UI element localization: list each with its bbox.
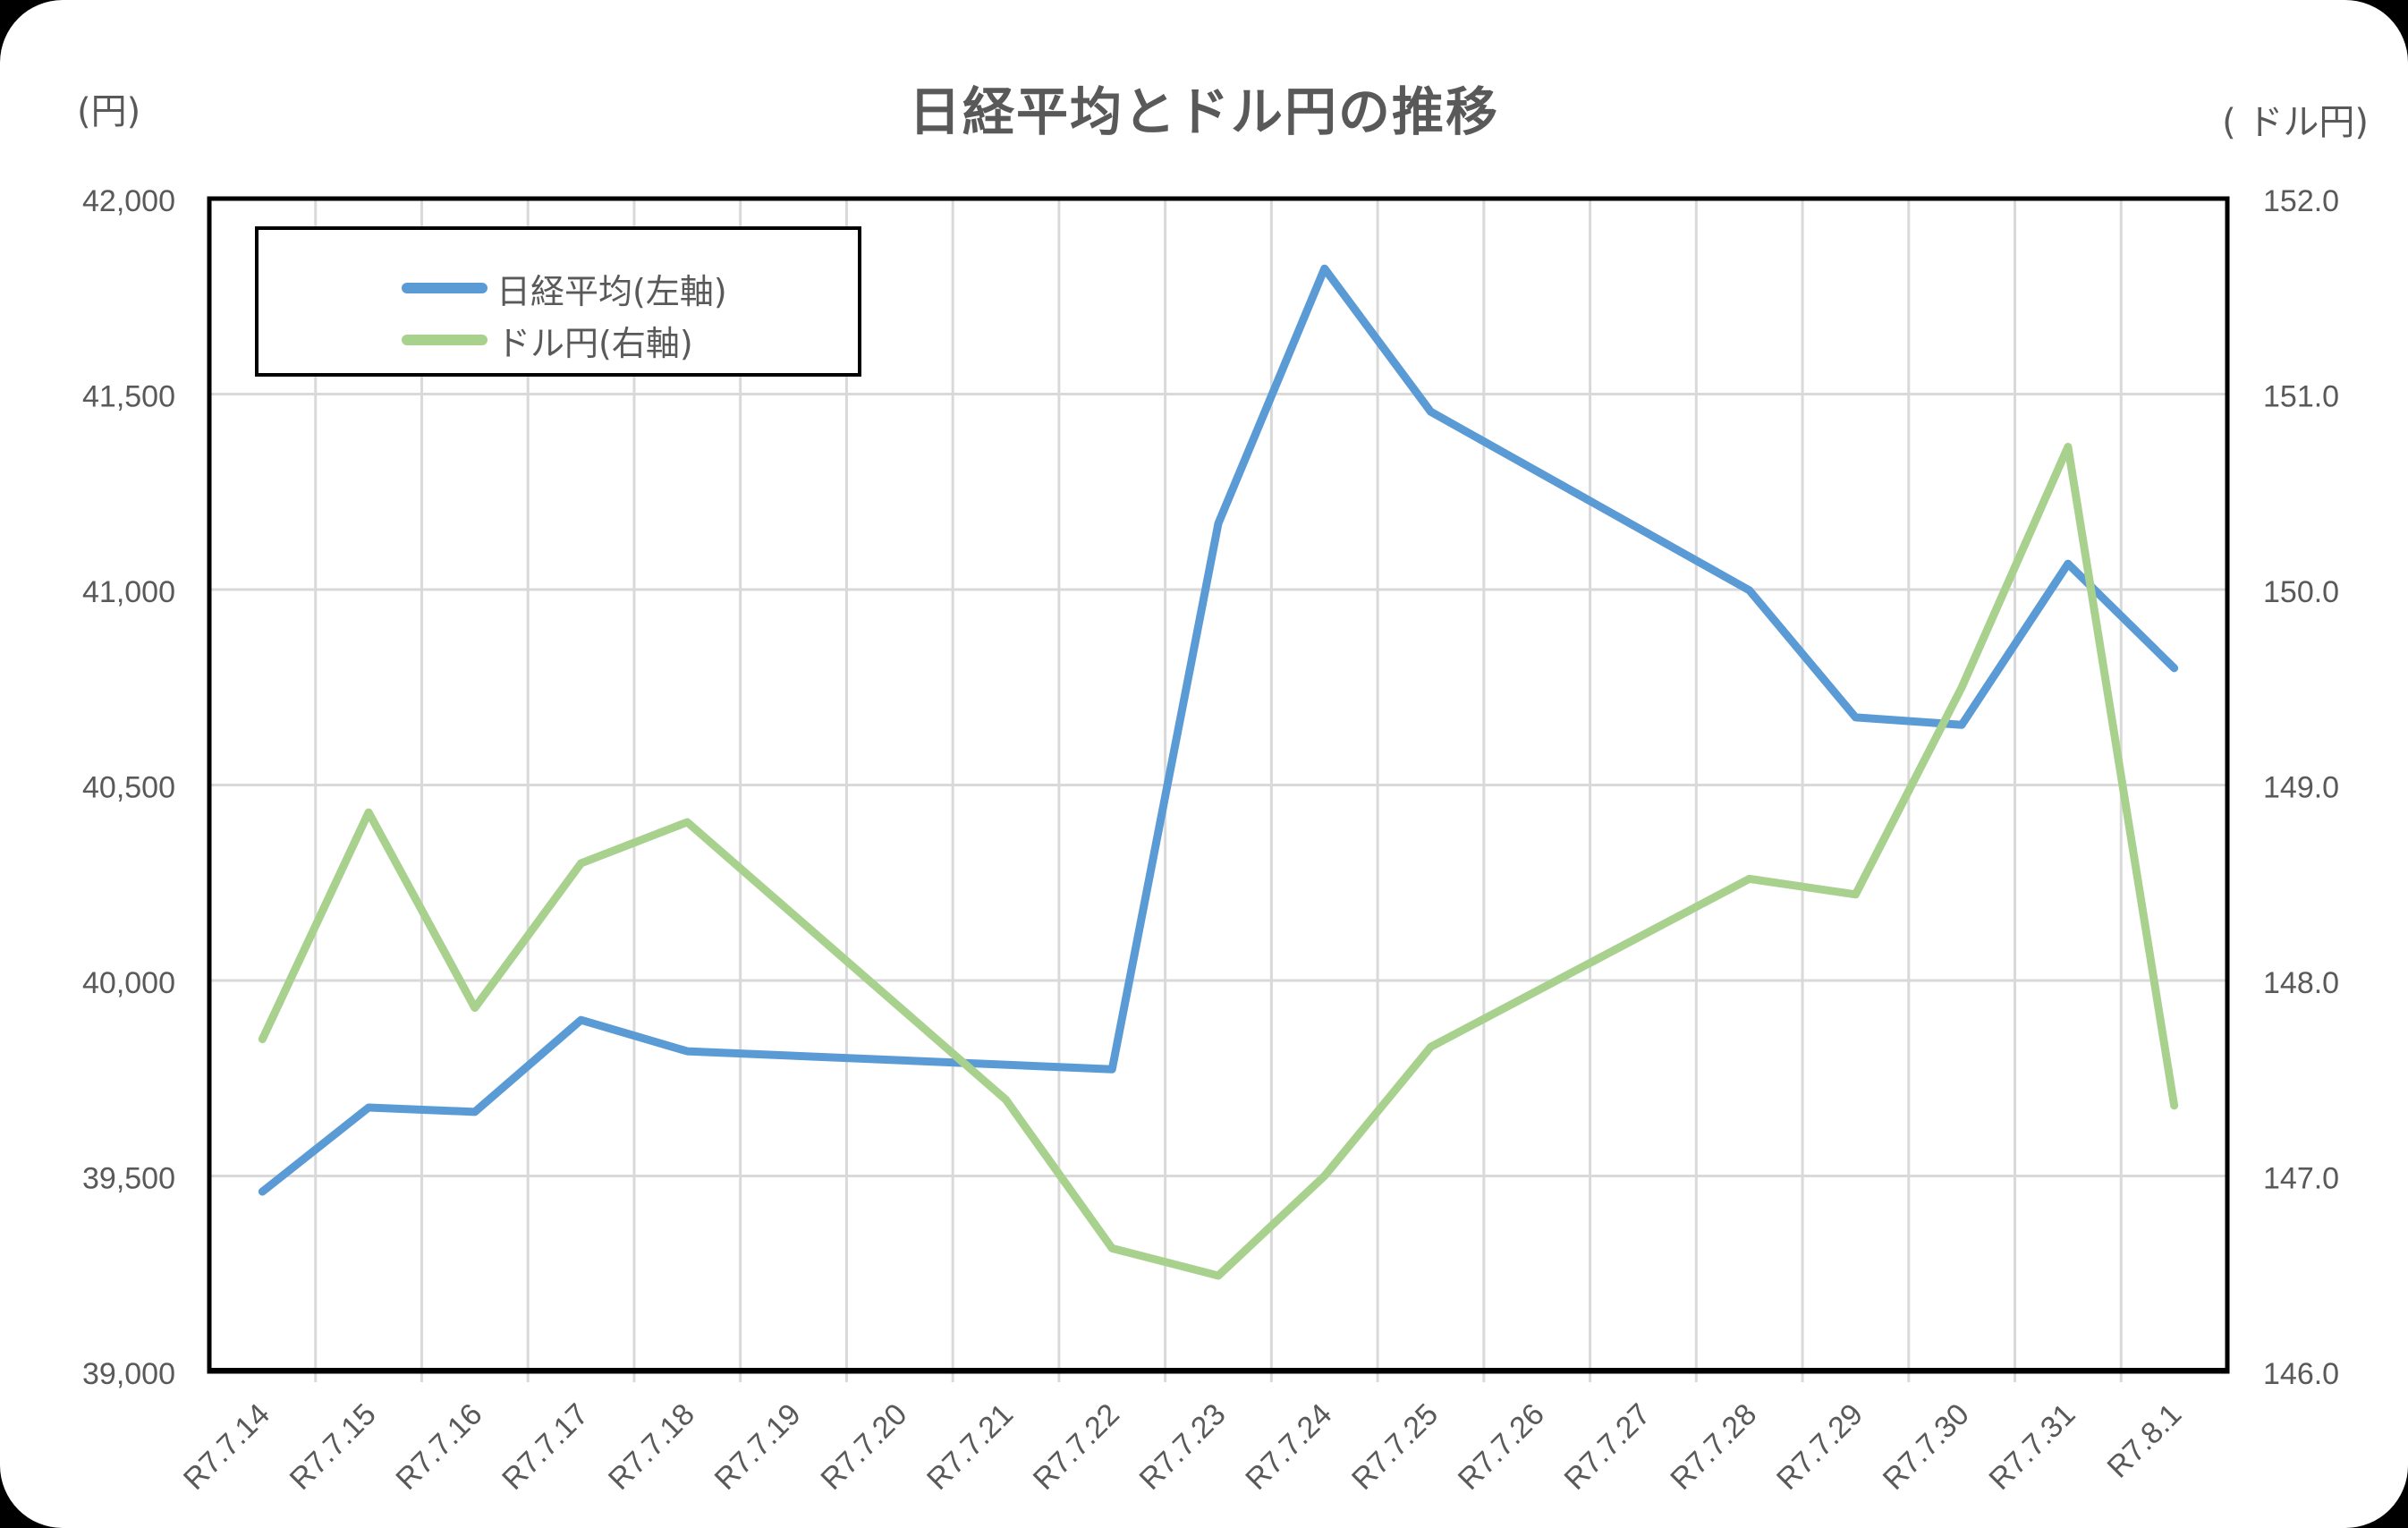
x-axis-tick-label: R7.7.28 — [1664, 1397, 1763, 1497]
right-axis-tick-label: 149.0 — [2263, 771, 2339, 805]
x-axis-tick-label: R7.7.25 — [1345, 1397, 1445, 1497]
left-axis-tick-label: 41,000 — [82, 575, 175, 609]
usdjpy-series-line — [258, 442, 2179, 1280]
x-axis-tick-label: R7.7.21 — [920, 1397, 1020, 1497]
left-axis-tick-label: 42,000 — [82, 184, 175, 218]
right-axis-tick-label: 151.0 — [2263, 380, 2339, 414]
x-axis-tick-label: R7.8.1 — [2101, 1397, 2189, 1485]
x-axis-tick-label: R7.7.27 — [1558, 1397, 1658, 1497]
x-axis-tick-label: R7.7.17 — [496, 1397, 595, 1497]
left-axis-tick-label: 40,500 — [82, 771, 175, 805]
right-axis-unit: ( ドル円) — [2222, 102, 2369, 143]
right-axis-tick-label: 146.0 — [2263, 1357, 2339, 1391]
x-axis-tick-label: R7.7.14 — [177, 1397, 276, 1497]
legend-line-icon — [402, 335, 488, 345]
legend-label: ドル円(右軸) — [496, 323, 693, 363]
nikkei-series-line — [258, 264, 2179, 1196]
x-axis-tick-label: R7.7.30 — [1877, 1397, 1976, 1497]
left-axis-tick-label: 39,000 — [82, 1357, 175, 1391]
chart-title: 日経平均とドル円の推移 — [908, 81, 1499, 142]
x-axis-tick-label: R7.7.15 — [284, 1397, 383, 1497]
x-axis-tick-label: R7.7.31 — [1982, 1397, 2082, 1497]
legend-label: 日経平均(左軸) — [496, 271, 727, 311]
legend-item-usdjpy: ドル円(右軸) — [402, 318, 693, 363]
x-axis-tick-label: R7.7.18 — [602, 1397, 701, 1497]
x-axis-tick-label: R7.7.22 — [1027, 1397, 1126, 1497]
right-axis-tick-label: 147.0 — [2263, 1162, 2339, 1196]
right-axis-tick-label: 152.0 — [2263, 184, 2339, 218]
x-axis-tick-label: R7.7.23 — [1133, 1397, 1233, 1497]
x-axis-tick-label: R7.7.29 — [1770, 1397, 1870, 1497]
x-axis-tick-label: R7.7.26 — [1452, 1397, 1551, 1497]
left-axis-tick-label: 39,500 — [82, 1162, 175, 1196]
x-axis-tick-label: R7.7.16 — [389, 1397, 488, 1497]
x-axis-tick-label: R7.7.24 — [1239, 1397, 1338, 1497]
legend-line-icon — [402, 283, 488, 293]
x-axis-tick-label: R7.7.20 — [814, 1397, 913, 1497]
right-axis-tick-label: 148.0 — [2263, 966, 2339, 1000]
plot-area-border — [207, 196, 2230, 1374]
legend-item-nikkei: 日経平均(左軸) — [402, 266, 727, 311]
right-axis-tick-label: 150.0 — [2263, 575, 2339, 609]
left-axis-tick-label: 41,500 — [82, 380, 175, 414]
x-axis-tick-label: R7.7.19 — [708, 1397, 808, 1497]
left-axis-tick-label: 40,000 — [82, 966, 175, 1000]
chart-legend: 日経平均(左軸) ドル円(右軸) — [255, 226, 861, 377]
left-axis-unit: (円) — [77, 91, 141, 132]
